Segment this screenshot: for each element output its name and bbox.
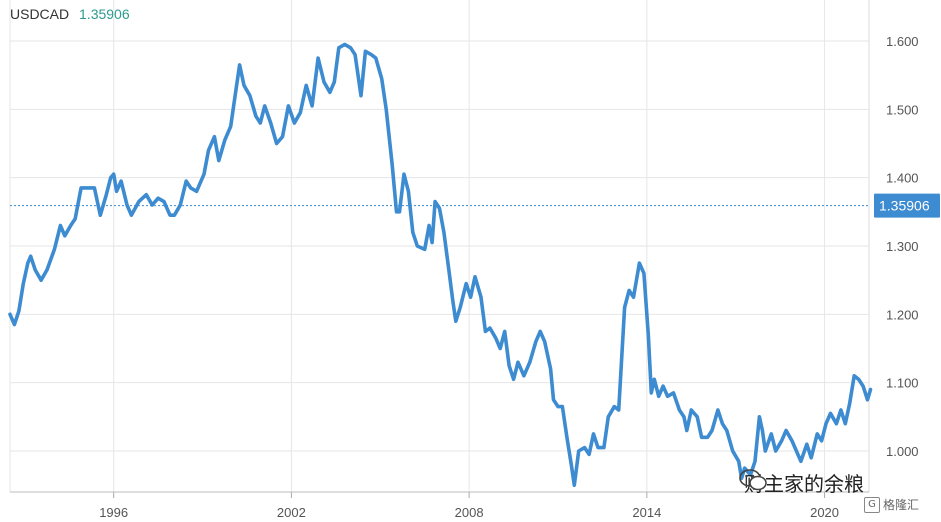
y-tick-label: 1.500 <box>886 102 919 117</box>
last-price-tag: 1.35906 <box>874 193 940 218</box>
chart-header: USDCAD 1.35906 <box>10 6 130 22</box>
x-tick-label: 2020 <box>810 505 839 520</box>
logo-g-icon: G <box>864 496 880 513</box>
last-price-tag-text: 1.35906 <box>879 198 930 214</box>
y-tick-label: 1.200 <box>886 307 919 322</box>
y-tick-label: 1.100 <box>886 376 919 391</box>
wechat-icon <box>739 469 767 491</box>
grid <box>10 0 869 492</box>
x-tick-labels: 1996 2002 2008 2014 2020 <box>99 505 839 520</box>
y-tick-label: 1.600 <box>886 34 919 49</box>
y-tick-labels: 1.000 1.100 1.200 1.300 1.400 1.500 1.600 <box>886 34 919 459</box>
x-tick-label: 2008 <box>455 505 484 520</box>
current-price-label: 1.35906 <box>79 6 130 22</box>
last-price-tag-bg <box>874 193 940 218</box>
y-tick-label: 1.400 <box>886 171 919 186</box>
x-tick-label: 1996 <box>99 505 128 520</box>
axes <box>9 0 870 498</box>
y-tick-label: 1.300 <box>886 239 919 254</box>
x-tick-label: 2002 <box>277 505 306 520</box>
watermark: 财主家的余粮 <box>738 468 864 497</box>
price-line <box>8 42 873 487</box>
x-tick-label: 2014 <box>632 505 661 520</box>
logo-text: 格隆汇 <box>883 498 920 512</box>
watermark-logo: G 格隆汇 <box>864 496 919 513</box>
symbol-label: USDCAD <box>10 6 70 22</box>
y-tick-label: 1.000 <box>886 444 919 459</box>
